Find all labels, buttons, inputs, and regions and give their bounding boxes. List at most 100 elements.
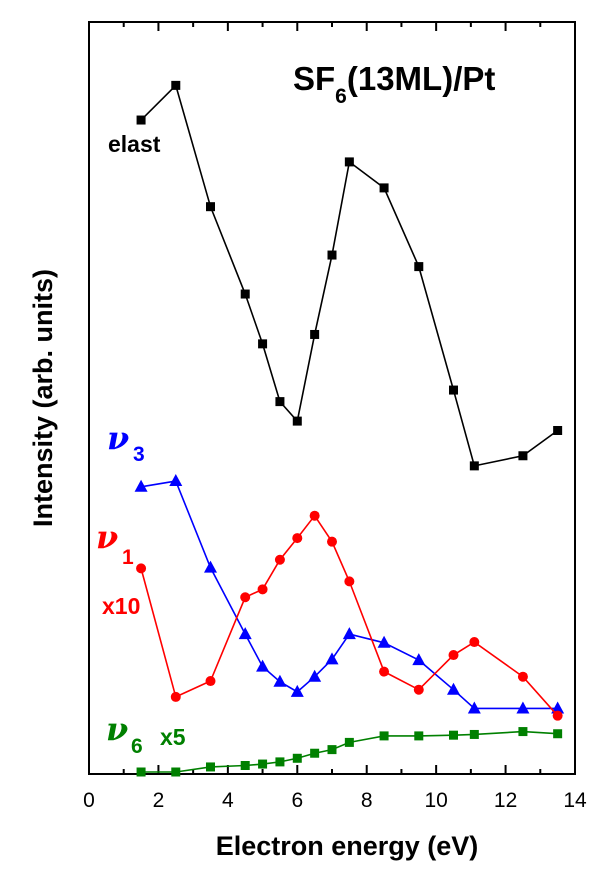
data-point [412, 653, 426, 666]
data-point [553, 729, 563, 739]
data-point [414, 731, 424, 741]
data-point [325, 652, 339, 665]
data-point [258, 339, 268, 349]
data-point [518, 727, 528, 737]
data-point [449, 730, 458, 740]
series-label-nu6: ν 6 [106, 710, 143, 758]
chart-title: SF6(13ML)/Pt [293, 60, 495, 108]
data-point [134, 479, 148, 492]
data-point [413, 684, 424, 695]
x-tick-label: 12 [494, 789, 517, 812]
data-point [469, 461, 479, 471]
nu1-symbol: ν [96, 518, 118, 556]
x-tick-label: 10 [424, 789, 447, 812]
data-point [377, 635, 391, 648]
series-label-elast: elast [108, 131, 161, 157]
data-point [327, 536, 337, 547]
series-nu3 [134, 474, 565, 714]
data-point [342, 627, 356, 640]
data-point [379, 731, 389, 741]
data-point [448, 650, 459, 661]
x-tick-label: 0 [83, 789, 95, 812]
data-point [310, 329, 320, 339]
data-point [344, 157, 354, 167]
data-point [516, 701, 530, 714]
data-point [171, 80, 181, 90]
x-tick-label: 8 [361, 789, 373, 812]
nu6-symbol: ν [106, 710, 128, 748]
data-point [447, 682, 460, 695]
data-point [379, 183, 389, 193]
x-axis-label: Electron energy (eV) [216, 831, 479, 861]
series-elast [136, 80, 563, 471]
x-ticks: 0 2 4 6 8 10 12 14 [83, 22, 587, 812]
data-point [136, 563, 147, 574]
data-point [240, 761, 250, 771]
series-nu6 [136, 727, 563, 777]
data-point [553, 425, 563, 435]
series-line [140, 514, 559, 717]
x-tick-label: 14 [563, 789, 587, 812]
scale-note-nu1: x10 [102, 593, 140, 619]
scale-note-nu6: x5 [160, 724, 186, 750]
data-point [309, 510, 320, 521]
data-point [292, 416, 302, 426]
series-label-nu1: ν 1 [96, 518, 134, 569]
data-point [310, 748, 320, 758]
series-layer [134, 80, 565, 777]
data-point [273, 674, 287, 687]
data-point [449, 385, 458, 395]
data-point [257, 584, 268, 595]
data-point [240, 592, 251, 603]
data-point [469, 729, 479, 739]
data-point [206, 202, 215, 212]
data-point [170, 691, 181, 702]
nu6-subscript: 6 [131, 735, 143, 758]
data-point [344, 737, 354, 747]
data-point [518, 451, 528, 461]
y-axis-label: Intensity (arb. units) [28, 269, 58, 527]
series-nu1 [136, 510, 563, 721]
series-line [141, 730, 558, 773]
data-point [327, 250, 337, 260]
data-point [238, 627, 252, 640]
data-point [292, 533, 303, 544]
data-point [240, 289, 250, 299]
data-point [136, 767, 146, 777]
chart-title-rest: (13ML)/Pt [347, 60, 496, 97]
data-point [469, 637, 480, 648]
data-point [552, 710, 563, 721]
data-point [205, 676, 216, 687]
data-point [290, 684, 304, 697]
data-point [206, 762, 215, 772]
x-tick-label: 2 [153, 789, 165, 812]
data-point [344, 576, 355, 587]
data-point [308, 669, 322, 682]
series-label-nu3: ν 3 [107, 419, 145, 466]
series-line [140, 83, 559, 467]
chart-title-main: SF [293, 60, 335, 97]
data-point [551, 701, 565, 714]
data-point [169, 474, 183, 487]
data-point [256, 659, 270, 672]
data-point [274, 554, 285, 565]
data-point [204, 560, 217, 573]
nu3-symbol: ν [107, 419, 129, 457]
data-point [275, 757, 285, 767]
data-point [258, 759, 268, 769]
data-point [467, 701, 481, 714]
data-point [414, 262, 424, 272]
data-point [171, 767, 181, 777]
chart-title-subscript: 6 [335, 85, 347, 108]
data-point [379, 666, 390, 677]
data-point [136, 115, 146, 125]
data-point [275, 397, 285, 407]
nu1-subscript: 1 [122, 546, 134, 569]
series-line [140, 480, 558, 710]
x-tick-label: 4 [222, 789, 234, 812]
data-point [517, 671, 528, 682]
x-tick-label: 6 [291, 789, 303, 812]
data-point [327, 745, 337, 755]
data-point [292, 753, 302, 763]
